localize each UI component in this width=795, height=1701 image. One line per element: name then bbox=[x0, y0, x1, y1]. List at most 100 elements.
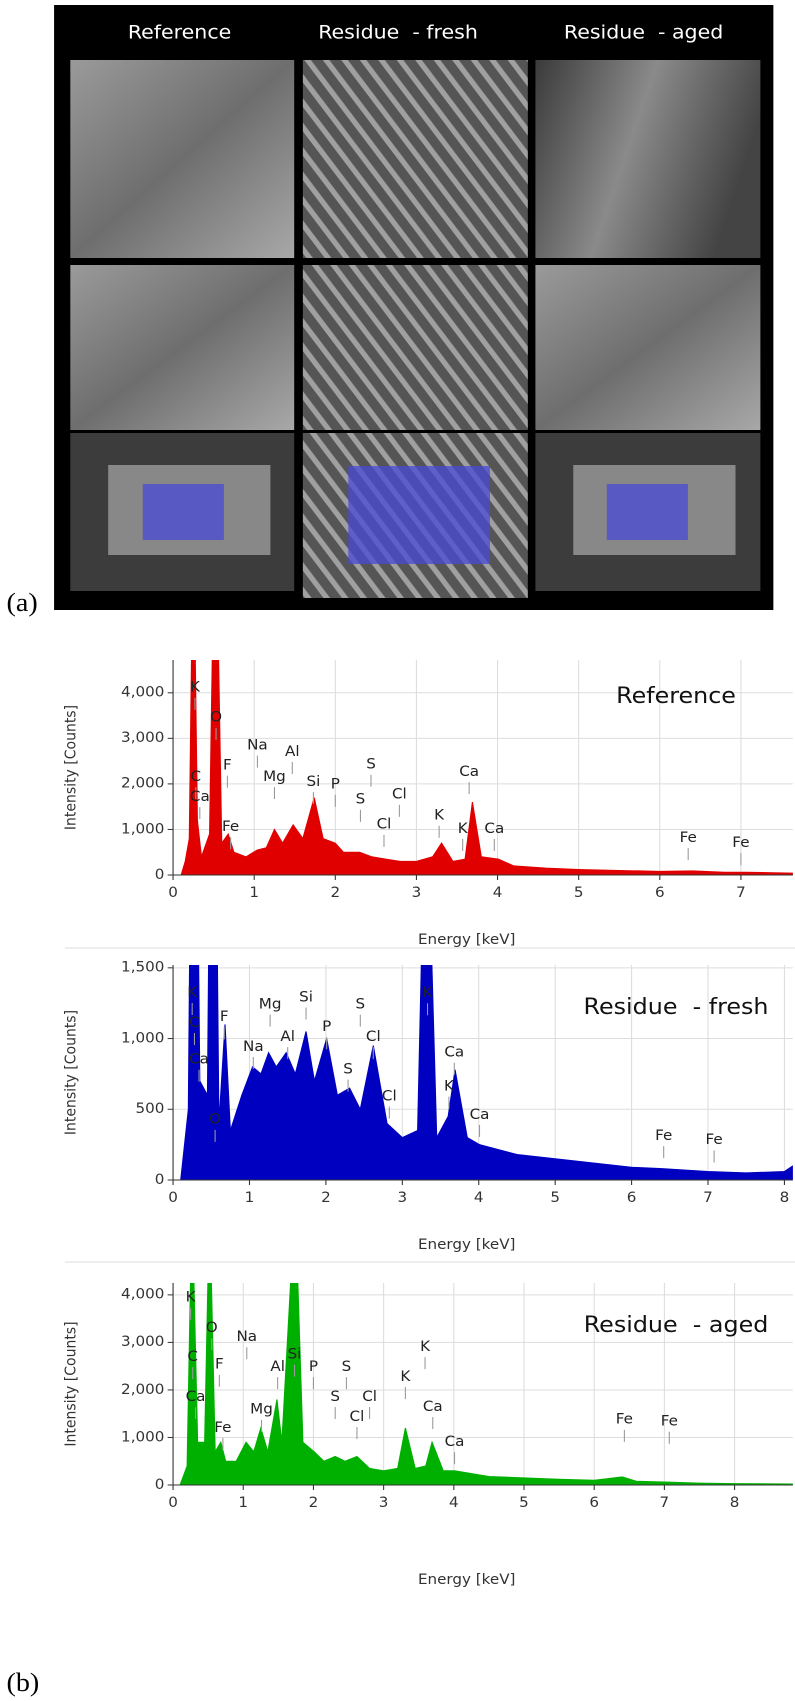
peak-label: Cl bbox=[392, 786, 407, 802]
x-tick-label: 3 bbox=[379, 1494, 389, 1510]
sem-image bbox=[302, 60, 528, 258]
peak-label: Na bbox=[236, 1329, 257, 1345]
peak-label: Fe bbox=[655, 1128, 672, 1144]
peak-label: Si bbox=[288, 1346, 302, 1362]
peak-label: S bbox=[330, 1388, 340, 1404]
peak-label: Fe bbox=[616, 1411, 633, 1427]
y-tick-label: 0 bbox=[155, 1171, 165, 1187]
y-axis-title: Intensity [Counts] bbox=[62, 705, 80, 830]
peak-label: F bbox=[220, 1009, 229, 1025]
column-title: Reference bbox=[128, 21, 231, 43]
y-tick-label: 1,000 bbox=[121, 1030, 164, 1046]
eds-area bbox=[142, 484, 224, 540]
peak-label: S bbox=[366, 756, 376, 772]
x-tick-label: 1 bbox=[245, 1189, 255, 1205]
chart-title: Residue - aged bbox=[584, 1313, 769, 1338]
column-title: Residue - fresh bbox=[318, 21, 478, 43]
peak-label: K bbox=[187, 984, 197, 1000]
peak-label: K bbox=[444, 1078, 454, 1094]
y-tick-label: 4,000 bbox=[121, 684, 164, 700]
x-tick-label: 2 bbox=[330, 884, 340, 900]
sem-image bbox=[302, 265, 528, 430]
peak-label: P bbox=[309, 1358, 318, 1374]
x-tick-label: 4 bbox=[474, 1189, 484, 1205]
y-tick-label: 500 bbox=[136, 1101, 165, 1117]
peak-label: Na bbox=[247, 737, 268, 753]
x-axis-title: Energy [keV] bbox=[418, 1571, 516, 1587]
spectrum-area bbox=[180, 660, 793, 875]
peak-label: Fe bbox=[706, 1132, 723, 1148]
peak-label: Mg bbox=[259, 996, 282, 1012]
peak-label: Ca bbox=[459, 763, 479, 779]
peak-label: Na bbox=[243, 1038, 264, 1054]
peak-label: K bbox=[458, 820, 468, 836]
peak-label: C bbox=[187, 1349, 198, 1365]
x-axis-title: Energy [keV] bbox=[418, 1236, 516, 1252]
peak-label: K bbox=[423, 985, 433, 1001]
peak-label: O bbox=[209, 1111, 221, 1127]
x-tick-label: 5 bbox=[574, 884, 584, 900]
peak-label: Fe bbox=[214, 1419, 231, 1435]
peak-label: Fe bbox=[680, 829, 697, 845]
peak-label: Cl bbox=[350, 1408, 365, 1424]
x-tick-label: 7 bbox=[703, 1189, 713, 1205]
peak-label: Fe bbox=[661, 1413, 678, 1429]
peak-label: S bbox=[342, 1358, 352, 1374]
peak-label: Cl bbox=[366, 1028, 381, 1044]
x-tick-label: 6 bbox=[655, 884, 665, 900]
x-tick-label: 0 bbox=[168, 1494, 178, 1510]
peak-label: Ca bbox=[444, 1044, 464, 1060]
x-tick-label: 7 bbox=[736, 884, 746, 900]
x-tick-label: 5 bbox=[550, 1189, 560, 1205]
sem-image bbox=[535, 60, 761, 258]
spectrum-area bbox=[180, 965, 793, 1180]
peak-label: Ca bbox=[445, 1434, 465, 1450]
peak-label: Si bbox=[306, 773, 320, 789]
x-tick-label: 2 bbox=[309, 1494, 319, 1510]
peak-label: C bbox=[189, 1014, 200, 1030]
x-tick-label: 4 bbox=[449, 1494, 459, 1510]
x-tick-label: 8 bbox=[730, 1494, 740, 1510]
y-tick-label: 1,000 bbox=[121, 821, 164, 837]
peak-label: K bbox=[434, 807, 444, 823]
x-tick-label: 8 bbox=[780, 1189, 790, 1205]
y-tick-label: 0 bbox=[155, 866, 165, 882]
peak-label: Fe bbox=[732, 834, 749, 850]
y-tick-label: 1,000 bbox=[121, 1429, 164, 1445]
x-tick-label: 5 bbox=[519, 1494, 529, 1510]
peak-label: P bbox=[322, 1019, 331, 1035]
peak-label: Si bbox=[299, 989, 313, 1005]
peak-label: Ca bbox=[484, 820, 504, 836]
y-axis-title: Intensity [Counts] bbox=[62, 1010, 80, 1135]
peak-label: K bbox=[186, 1289, 196, 1305]
peak-label: S bbox=[343, 1061, 353, 1077]
peak-label: O bbox=[210, 709, 222, 725]
x-tick-label: 3 bbox=[412, 884, 422, 900]
peak-label: F bbox=[223, 757, 232, 773]
y-tick-label: 2,000 bbox=[121, 775, 164, 791]
chart-title: Residue - fresh bbox=[584, 995, 769, 1020]
peak-label: Ca bbox=[423, 1398, 443, 1414]
peak-label: O bbox=[206, 1320, 218, 1336]
x-tick-label: 6 bbox=[589, 1494, 599, 1510]
y-tick-label: 1,500 bbox=[121, 959, 164, 975]
eds-area bbox=[606, 484, 688, 540]
peak-label: P bbox=[331, 776, 340, 792]
spectrum-area bbox=[179, 1283, 793, 1485]
sem-images bbox=[70, 60, 761, 598]
peak-label: K bbox=[400, 1368, 410, 1384]
x-tick-label: 4 bbox=[493, 884, 503, 900]
y-tick-label: 4,000 bbox=[121, 1286, 164, 1302]
peak-label: Al bbox=[285, 743, 300, 759]
x-tick-label: 7 bbox=[660, 1494, 670, 1510]
peak-label: C bbox=[190, 768, 201, 784]
peak-label: Ca bbox=[190, 788, 210, 804]
peak-label: Al bbox=[280, 1028, 295, 1044]
peak-label: Cl bbox=[377, 816, 392, 832]
x-tick-label: 0 bbox=[168, 1189, 178, 1205]
peak-label: S bbox=[356, 791, 366, 807]
spectrum-chart: 0 1 2 3 4 5 6 7 805001,0001,500KCCaOFNaMgAlSiPSS… bbox=[62, 959, 793, 1253]
